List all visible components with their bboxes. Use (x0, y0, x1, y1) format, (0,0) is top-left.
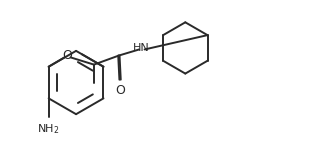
Text: O: O (115, 84, 125, 97)
Text: HN: HN (133, 43, 150, 53)
Text: NH$_2$: NH$_2$ (37, 123, 60, 136)
Text: O: O (62, 49, 72, 62)
